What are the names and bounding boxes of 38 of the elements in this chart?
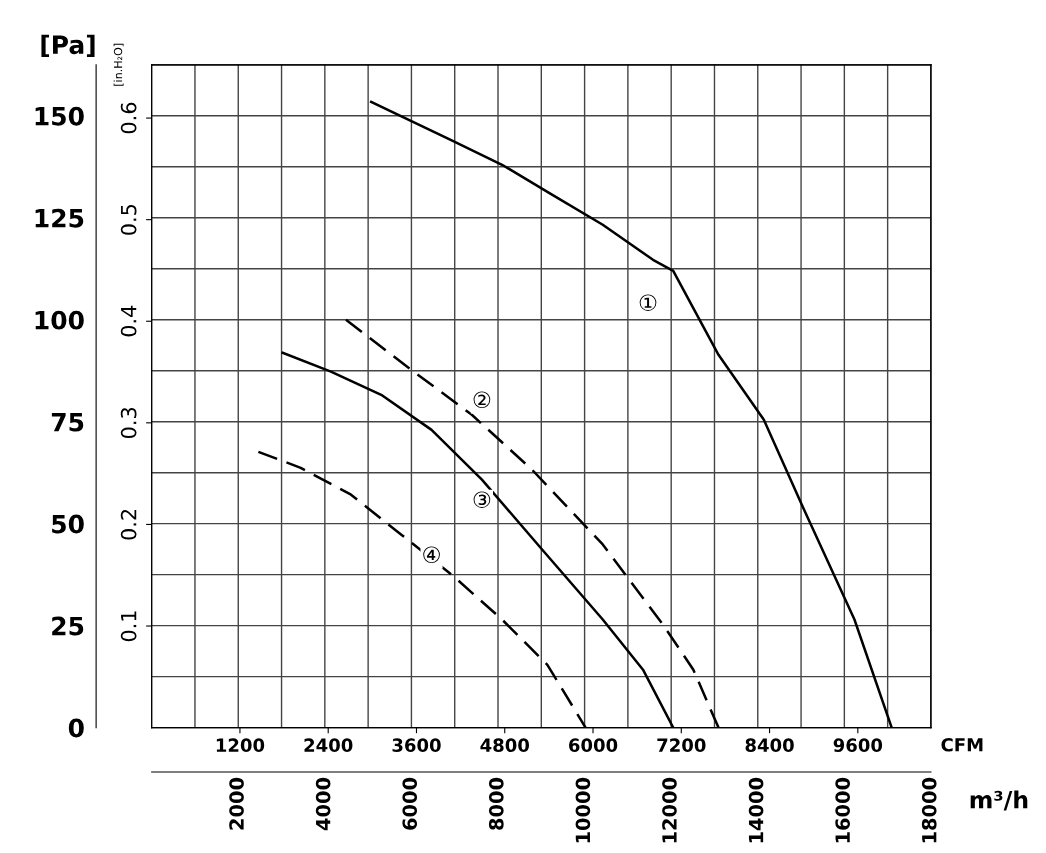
y-tick-label: 75 [51,412,84,432]
y2-tick-label: 0.6 [120,102,137,134]
x2-tick-label: 3600 [392,738,441,752]
y-tick-label: 50 [52,514,84,534]
x-axis-title: m³/h [970,790,1028,811]
x-tick-label: 12000 [662,777,677,843]
annotation: ③ [473,491,491,508]
x-tick-label: 16000 [835,777,850,843]
x-tick-label: 4000 [315,777,331,831]
x-tick-label: 8000 [488,777,504,830]
x2-tick-label: 1200 [216,738,265,752]
y-tick-label: 100 [35,310,84,330]
y-axis-title: [Pa] [41,34,95,58]
y2-axis-title: [in.H₂O] [113,43,124,86]
y2-tick-label: 0.2 [120,509,137,540]
x2-tick-label: 6000 [569,738,618,752]
annotation: ④ [423,546,440,564]
x-tick-label: 14000 [748,777,764,843]
x2-tick-label: 7200 [657,738,706,752]
x-tick-label: 2000 [229,777,244,830]
x-tick-label: 6000 [402,777,418,830]
x2-tick-label: 9600 [833,738,883,752]
y2-tick-label: 0.3 [120,407,137,439]
x2-tick-label: 2400 [304,738,353,752]
annotation: ② [473,391,491,409]
y2-tick-label: 0.4 [120,305,137,337]
y2-tick-label: 0.5 [120,204,137,235]
y-tick-label: 25 [52,616,84,636]
x-tick-label: 18000 [921,777,937,843]
x2-axis-title: CFM [941,737,983,752]
y-tick-label: 0 [68,718,84,738]
annotation: ① [639,294,657,311]
y2-tick-label: 0.1 [120,611,137,642]
y-tick-label: 125 [35,208,84,228]
x2-tick-label: 8400 [745,738,794,752]
x-tick-label: 10000 [575,777,591,843]
y-tick-label: 150 [35,106,84,126]
x2-tick-label: 4800 [480,738,530,752]
